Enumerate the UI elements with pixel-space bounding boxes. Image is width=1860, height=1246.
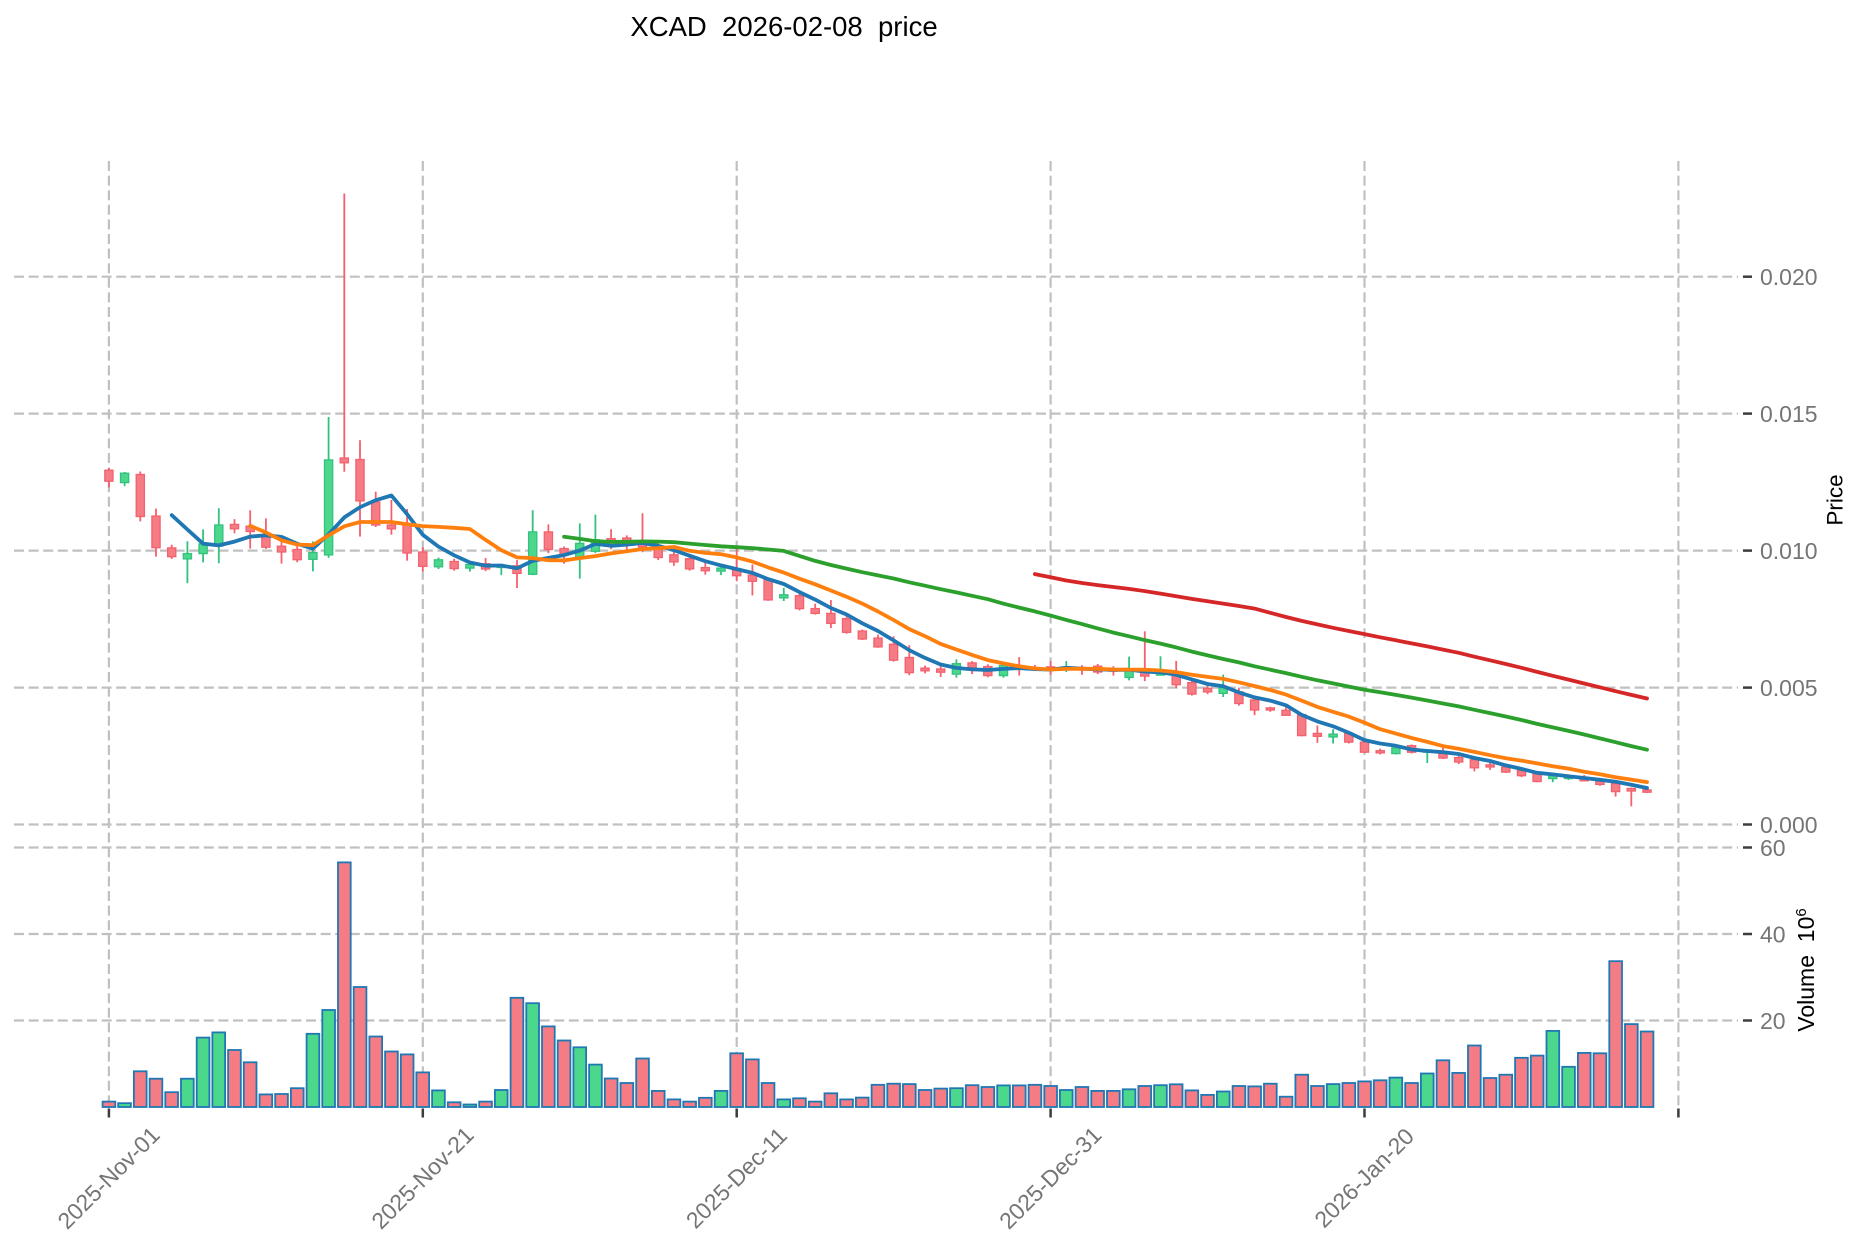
- svg-text:40: 40: [1760, 921, 1786, 947]
- svg-text:60: 60: [1760, 835, 1786, 861]
- svg-text:Volume 106: Volume 106: [1793, 908, 1819, 1031]
- svg-text:0.000: 0.000: [1760, 812, 1818, 838]
- svg-text:Price: Price: [1823, 474, 1848, 525]
- svg-text:XCAD 2026-02-08 price: XCAD 2026-02-08 price: [630, 11, 937, 42]
- svg-text:20: 20: [1760, 1008, 1786, 1034]
- svg-text:0.005: 0.005: [1760, 675, 1818, 701]
- svg-text:0.020: 0.020: [1760, 264, 1818, 290]
- svg-text:0.010: 0.010: [1760, 538, 1818, 564]
- svg-text:0.015: 0.015: [1760, 401, 1818, 427]
